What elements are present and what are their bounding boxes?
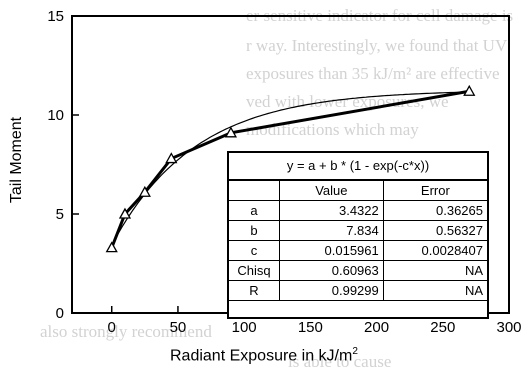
x-tick-label: 200 xyxy=(364,319,389,336)
fit-table-row: Chisq 0.60963 NA xyxy=(229,260,487,281)
fit-param-value: 0.60963 xyxy=(279,260,384,281)
fit-param-name: b xyxy=(229,220,280,241)
fit-param-name: a xyxy=(229,200,280,221)
y-axis-title: Tail Moment xyxy=(8,116,25,204)
x-axis-title: Radiant Exposure in kJ/m2 xyxy=(170,346,358,365)
fit-param-value: 0.015961 xyxy=(279,240,384,261)
fit-table-row: b 7.834 0.56327 xyxy=(229,220,487,241)
fit-table-row: c 0.015961 0.0028407 xyxy=(229,240,487,261)
data-point-marker xyxy=(138,185,151,197)
fit-param-error: 0.56327 xyxy=(382,220,487,241)
data-point-marker xyxy=(118,207,132,219)
y-tick-label: 0 xyxy=(56,305,64,322)
fit-param-error: NA xyxy=(382,280,487,301)
fit-table-header-cell: Value xyxy=(279,181,384,201)
x-tick-label: 300 xyxy=(496,319,521,336)
x-tick-label: 150 xyxy=(298,319,323,336)
fit-table-header-cell xyxy=(229,181,280,201)
fit-curve xyxy=(111,91,470,246)
data-point-marker xyxy=(165,152,178,164)
fit-table-header-cell: Error xyxy=(382,181,487,201)
fit-param-error: 0.0028407 xyxy=(382,240,487,261)
y-tick-label: 15 xyxy=(47,8,64,25)
x-tick-label: 100 xyxy=(232,319,257,336)
x-axis-title-text: Radiant Exposure in kJ/m xyxy=(170,347,353,365)
y-tick-label: 5 xyxy=(56,206,64,223)
fit-param-value: 7.834 xyxy=(279,220,384,241)
fit-results-table: Value Error a 3.4322 0.36265 b 7.834 0.5… xyxy=(229,181,487,301)
x-tick-label: 0 xyxy=(108,319,116,336)
fit-param-name: R xyxy=(229,280,280,301)
data-line xyxy=(110,89,470,249)
fit-table-row: a 3.4322 0.36265 xyxy=(229,200,487,221)
x-tick-label: 250 xyxy=(430,319,455,336)
fit-results-box: y = a + b * (1 - exp(-c*x)) Value Error … xyxy=(227,151,489,319)
fit-param-error: 0.36265 xyxy=(382,200,487,221)
y-tick-label: 10 xyxy=(47,107,64,124)
fit-param-value: 0.99299 xyxy=(279,280,384,301)
fit-equation: y = a + b * (1 - exp(-c*x)) xyxy=(229,153,487,181)
fit-param-value: 3.4322 xyxy=(279,200,384,221)
fit-param-name: c xyxy=(229,240,280,261)
data-point-marker xyxy=(105,241,118,253)
data-point-marker xyxy=(463,84,476,96)
fit-table-header-row: Value Error xyxy=(229,181,487,201)
fit-param-name: Chisq xyxy=(229,260,280,281)
fit-table-row: R 0.99299 NA xyxy=(229,280,487,301)
x-axis-title-superscript: 2 xyxy=(352,346,358,357)
x-tick-label: 50 xyxy=(170,319,187,336)
fit-param-error: NA xyxy=(382,260,487,281)
data-point-marker xyxy=(224,126,238,138)
